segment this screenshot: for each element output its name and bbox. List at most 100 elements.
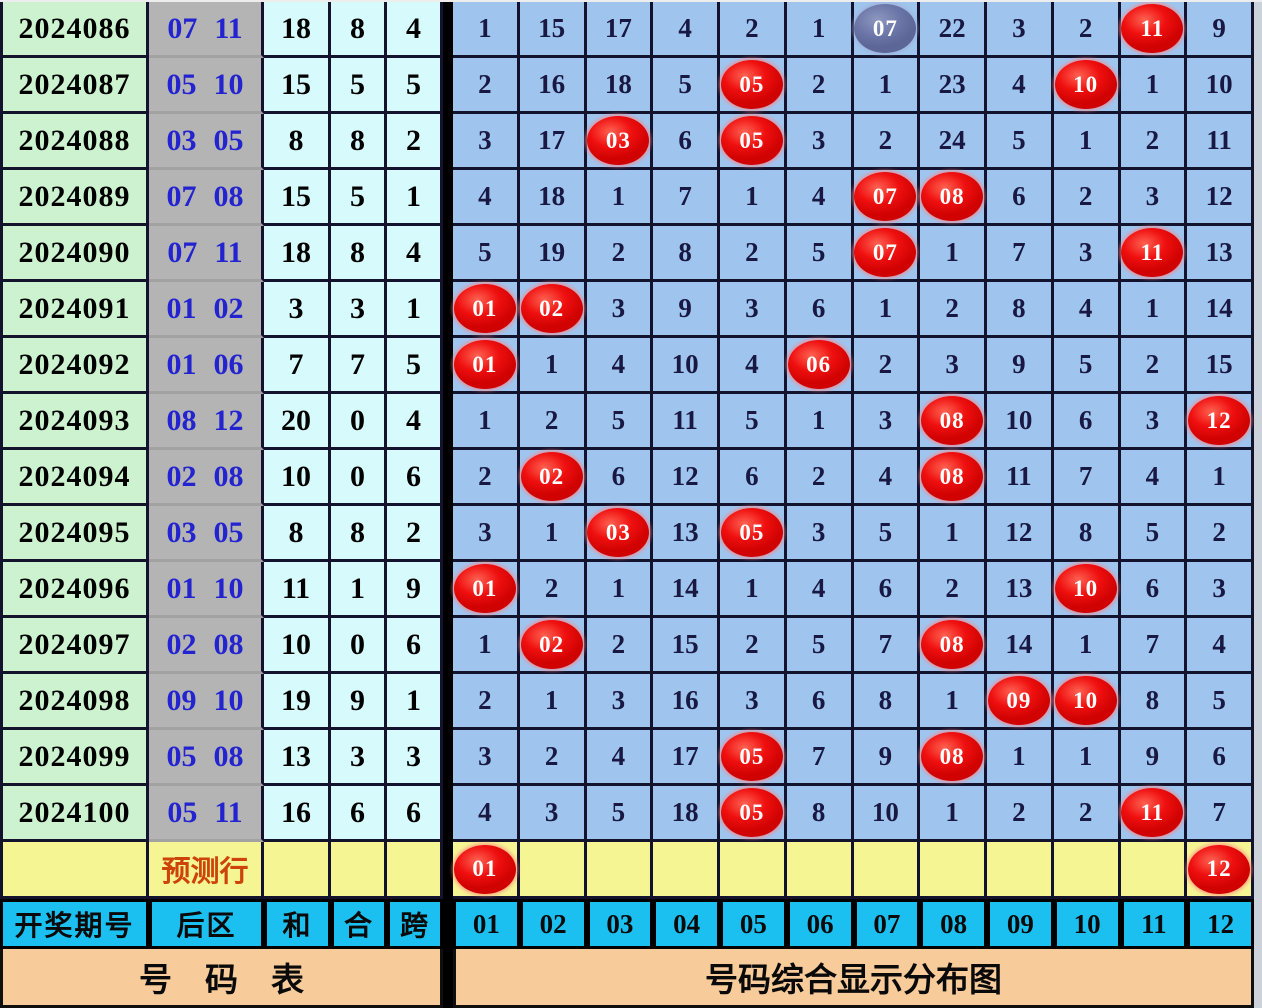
edge-strip: [1254, 506, 1262, 562]
ball-01: 01: [453, 564, 516, 613]
combo-cell: 8: [331, 2, 387, 58]
miss-count-cell: 3: [1120, 394, 1188, 450]
miss-count-cell: 2: [720, 226, 787, 282]
sum-cell: 7: [264, 338, 331, 394]
edge-strip: [1254, 114, 1262, 170]
miss-count-cell: 2: [920, 282, 987, 338]
miss-count-cell: 5: [586, 394, 654, 450]
section-divider: [443, 338, 453, 394]
column-header-01: 01: [453, 899, 520, 949]
column-header-07: 07: [853, 899, 921, 949]
column-header-02: 02: [519, 899, 587, 949]
section-divider: [443, 226, 453, 282]
edge-strip: [1254, 618, 1262, 674]
miss-count-cell: [720, 842, 787, 899]
back-zone-cell: 03 05: [149, 114, 264, 170]
miss-count-cell: 7: [786, 730, 854, 786]
drawn-number-cell: 12: [1187, 842, 1254, 899]
drawn-number-cell: 05: [720, 506, 787, 562]
drawn-number-cell: 10: [1053, 58, 1121, 114]
miss-count-cell: 7: [853, 618, 921, 674]
span-cell: 5: [387, 58, 443, 114]
miss-count-cell: 2: [720, 618, 787, 674]
miss-count-cell: 1: [920, 786, 987, 842]
miss-count-cell: 1: [786, 394, 854, 450]
miss-count-cell: 15: [1187, 338, 1254, 394]
miss-count-cell: [786, 842, 854, 899]
back-zone-cell: 05 08: [149, 730, 264, 786]
span-cell: 3: [387, 730, 443, 786]
column-header-03: 03: [586, 899, 654, 949]
miss-count-cell: 7: [1120, 618, 1188, 674]
miss-count-cell: 12: [1187, 170, 1254, 226]
ball-07: 07: [854, 172, 917, 221]
miss-count-cell: 2: [1187, 506, 1254, 562]
column-header-06: 06: [786, 899, 854, 949]
miss-count-cell: 2: [586, 226, 654, 282]
back-number: 05: [213, 123, 244, 157]
miss-count-cell: 5: [653, 58, 720, 114]
chart-row-2024095: 2024095 03 05 8 8 2 3 1 03 13 05 3 5 1 12 8 5 2: [0, 506, 1262, 562]
back-number: 10: [213, 571, 244, 605]
miss-count-cell: 3: [786, 114, 854, 170]
miss-count-cell: 1: [1120, 282, 1188, 338]
section-divider: [443, 674, 453, 730]
back-zone-cell: 05 11: [149, 786, 264, 842]
back-number: 07: [166, 179, 197, 213]
ball-02: 02: [520, 284, 583, 333]
sum-cell: 8: [264, 114, 331, 170]
miss-count-cell: 1: [1053, 114, 1121, 170]
back-number: 08: [213, 739, 244, 773]
section-divider: [443, 450, 453, 506]
miss-count-cell: 9: [653, 282, 720, 338]
back-zone-cell: 02 08: [149, 450, 264, 506]
section-divider: [443, 394, 453, 450]
miss-count-cell: 3: [453, 506, 520, 562]
edge-strip: [1254, 226, 1262, 282]
miss-count-cell: 1: [720, 562, 787, 618]
miss-count-cell: 13: [1187, 226, 1254, 282]
span-cell: 4: [387, 2, 443, 58]
drawn-number-cell: 10: [1053, 562, 1121, 618]
miss-count-cell: 6: [987, 170, 1054, 226]
miss-count-cell: 18: [586, 58, 654, 114]
ball-07: 07: [854, 228, 917, 277]
back-zone-cell: 02 08: [149, 618, 264, 674]
back-number: 12: [213, 403, 244, 437]
miss-count-cell: 1: [519, 338, 587, 394]
miss-count-cell: [920, 842, 987, 899]
miss-count-cell: [987, 842, 1054, 899]
column-header-11: 11: [1120, 899, 1188, 949]
drawn-number-cell: 02: [519, 618, 587, 674]
ball-02: 02: [520, 452, 583, 501]
miss-count-cell: 2: [1053, 170, 1121, 226]
back-number: 08: [213, 627, 244, 661]
drawn-number-cell: 08: [920, 450, 987, 506]
miss-count-cell: 3: [586, 282, 654, 338]
drawn-number-cell: 11: [1120, 226, 1188, 282]
drawn-number-cell: 07: [853, 2, 921, 58]
ball-03: 03: [587, 116, 650, 165]
miss-count-cell: 6: [586, 450, 654, 506]
miss-count-cell: 12: [653, 450, 720, 506]
combo-cell: 3: [331, 282, 387, 338]
miss-count-cell: 14: [653, 562, 720, 618]
miss-count-cell: 8: [1053, 506, 1121, 562]
miss-count-cell: 1: [453, 2, 520, 58]
sum-cell: 11: [264, 562, 331, 618]
miss-count-cell: 6: [853, 562, 921, 618]
miss-count-cell: [653, 842, 720, 899]
combo-cell: 8: [331, 114, 387, 170]
span-cell: 2: [387, 114, 443, 170]
back-number: 02: [166, 627, 197, 661]
footer-row: 号 码 表 号码综合显示分布图: [0, 949, 1262, 1008]
miss-count-cell: 4: [987, 58, 1054, 114]
drawn-number-cell: 05: [720, 58, 787, 114]
back-zone-cell: 01 02: [149, 282, 264, 338]
miss-count-cell: 2: [519, 562, 587, 618]
drawn-number-cell: 03: [586, 114, 654, 170]
miss-count-cell: 22: [920, 2, 987, 58]
ball-08: 08: [921, 620, 984, 669]
miss-count-cell: 13: [987, 562, 1054, 618]
section-divider: [443, 170, 453, 226]
